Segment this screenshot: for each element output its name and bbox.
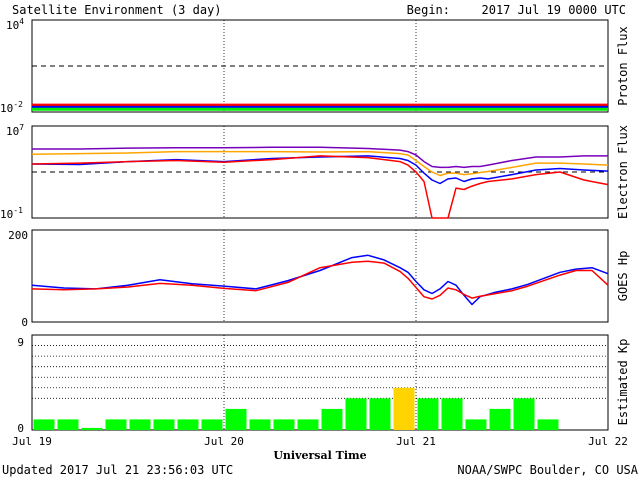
- begin-label: Begin:: [407, 3, 450, 17]
- x-tick-jul21: Jul 21: [396, 435, 436, 448]
- kp-bar: [441, 398, 463, 430]
- electron-y-tick-top: 107: [6, 123, 24, 138]
- kp-bar: [417, 398, 439, 430]
- x-axis-label: Universal Time: [273, 449, 366, 462]
- kp-bar: [81, 427, 103, 430]
- kp-bar: [513, 398, 535, 430]
- proton-y-tick-top: 104: [6, 17, 24, 32]
- x-tick-jul20: Jul 20: [204, 435, 244, 448]
- kp-bar: [345, 398, 367, 430]
- kp-bar: [57, 419, 79, 430]
- kp-bar: [33, 419, 55, 430]
- kp-bar: [297, 419, 319, 430]
- kp-bar: [105, 419, 127, 430]
- series-line-purple: [32, 146, 608, 169]
- kp-bar: [201, 419, 223, 430]
- begin-value: 2017 Jul 19 0000 UTC: [482, 3, 627, 17]
- kp-bar: [249, 419, 271, 430]
- kp-y-tick-bottom: 0: [17, 422, 24, 435]
- estimated-kp-label: Estimated Kp: [616, 339, 630, 426]
- kp-bar: [129, 419, 151, 430]
- series-line-orange: [31, 150, 609, 177]
- kp-bar: [489, 408, 511, 430]
- x-tick-jul22: Jul 22: [588, 435, 628, 448]
- kp-bar: [177, 419, 199, 430]
- kp-bar: [465, 419, 487, 430]
- updated-timestamp: Updated 2017 Jul 21 23:56:03 UTC: [2, 463, 233, 477]
- proton-flux-label: Proton Flux: [616, 26, 630, 105]
- kp-bar: [393, 387, 415, 430]
- kp-bar: [369, 398, 391, 430]
- chart-marks: [31, 20, 609, 430]
- kp-bar: [225, 408, 247, 430]
- goes-hp-label: GOES Hp: [616, 251, 630, 302]
- chart-title: Satellite Environment (3 day): [12, 3, 222, 17]
- proton-y-tick-bottom: 10-2: [0, 100, 23, 115]
- series-line-blue: [31, 155, 609, 185]
- kp-bar: [537, 419, 559, 430]
- electron-flux-label: Electron Flux: [616, 125, 630, 219]
- panel-goes-hp: [31, 229, 609, 323]
- hp-y-tick-top: 200: [8, 229, 28, 242]
- kp-bar: [321, 408, 343, 430]
- series-line-blue: [31, 254, 609, 306]
- series-line-red: [31, 260, 609, 300]
- hp-y-tick-bottom: 0: [21, 316, 28, 329]
- credit-text: NOAA/SWPC Boulder, CO USA: [457, 463, 638, 477]
- series-line-red: [31, 155, 609, 219]
- kp-y-tick-top: 9: [17, 336, 24, 349]
- x-tick-jul19: Jul 19: [12, 435, 52, 448]
- kp-bar: [153, 419, 175, 430]
- kp-bar: [273, 419, 295, 430]
- electron-y-tick-bottom: 10-1: [0, 206, 23, 221]
